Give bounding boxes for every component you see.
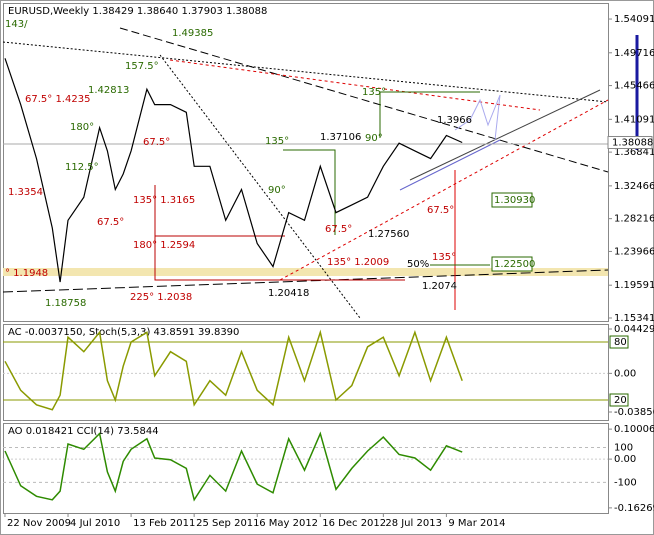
x-tick-label: 9 Mar 2014 (448, 518, 505, 529)
annotation: 90° (365, 133, 383, 144)
trendline (159, 54, 361, 319)
annotation: 50% (407, 259, 429, 270)
annotation: 1.30930 (494, 195, 535, 206)
ao-panel (3, 423, 609, 514)
annotation: 1.49385 (172, 28, 213, 39)
projection (454, 94, 501, 141)
y-tick-label: 1.23966 (614, 246, 654, 257)
y-tick-label: -0.162699 (614, 503, 654, 514)
y-tick-label: 0.00 (614, 368, 636, 379)
annotation: 112.5° (65, 162, 99, 173)
level-box (609, 393, 629, 407)
x-tick-label: 16 Dec 2012 (322, 518, 386, 529)
level-box (609, 335, 629, 349)
last-price-label: 1.38088 (612, 137, 653, 148)
annotation: 180° 1.2594 (133, 240, 195, 251)
annotation: 1.42813 (88, 85, 129, 96)
annotation: 1.22500 (494, 259, 535, 270)
y-tick-label: 1.19591 (614, 280, 654, 291)
annotation: 135° (362, 87, 386, 98)
annotation: 180° (70, 122, 94, 133)
annotation: 67.5° (325, 224, 352, 235)
y-tick-label: 1.36841 (614, 147, 654, 158)
x-tick-label: 6 May 2012 (259, 518, 318, 529)
annotation: 67.5° (143, 137, 170, 148)
annotation: 90° (268, 185, 286, 196)
y2-tick-label: 80 (614, 337, 627, 348)
trendline (279, 99, 609, 281)
y-tick-label: 1.32466 (614, 181, 654, 192)
y-tick-label: 1.28216 (614, 214, 654, 225)
ao-title: AO 0.018421 CCI(14) 73.5844 (8, 426, 159, 437)
annotation: 67.5° (97, 217, 124, 228)
annotation: 225° 1.2038 (130, 292, 192, 303)
y-tick-label: 1.54091 (614, 14, 654, 25)
gann-box (283, 149, 336, 235)
oscillator-line (4, 329, 463, 411)
y-tick-label: 0.00 (614, 454, 636, 465)
y2-tick-label: 100 (614, 443, 633, 454)
y-tick-label: 1.41091 (614, 114, 654, 125)
y-tick-label: 1.45466 (614, 81, 654, 92)
last-price-box (607, 135, 653, 149)
annotation: 135° 1.2009 (327, 257, 389, 268)
trendline (399, 139, 501, 191)
annotation: 135° 1.3165 (133, 195, 195, 206)
annotation: 1.20418 (268, 288, 309, 299)
ac-title: AC -0.0037150, Stoch(5,3,3) 43.8591 39.8… (8, 327, 239, 338)
annotation: 1.18758 (45, 298, 86, 309)
trendlines (2, 27, 639, 319)
y-tick-label: 0.100061 (614, 424, 654, 435)
x-tick-label: 13 Feb 2011 (133, 518, 195, 529)
support-zone (3, 268, 608, 276)
annotation: 1.3354 (8, 187, 43, 198)
annotation: 1.2074 (422, 281, 457, 292)
annotation: 67.5° (427, 205, 454, 216)
annotation: 1.27560 (368, 229, 409, 240)
oscillator-line (4, 431, 463, 502)
x-tick-label: 22 Nov 2009 (7, 518, 71, 529)
y2-tick-label: 20 (614, 395, 627, 406)
annotation: 135° (265, 136, 289, 147)
trendline (169, 59, 541, 111)
y-tick-label: 1.49716 (614, 48, 654, 59)
level-box (491, 256, 533, 272)
annotation: 1.37106 (320, 132, 361, 143)
x-tick-label: 25 Sep 2011 (196, 518, 259, 529)
annotation: 1.3966 (437, 115, 472, 126)
trendline (2, 269, 609, 293)
y-tick-label: -0.038569 (614, 407, 654, 418)
level-box (491, 192, 533, 208)
annotation: 67.5° 1.4235 (25, 94, 90, 105)
ac-panel (3, 324, 609, 421)
gann-box (379, 91, 480, 138)
trendline (409, 89, 601, 181)
annotation: 135° (432, 252, 456, 263)
x-tick-label: 28 Jul 2013 (385, 518, 442, 529)
gann-box (154, 185, 405, 281)
x-tick-label: 4 Jul 2010 (70, 518, 120, 529)
y-tick-label: 0.044294 (614, 324, 654, 335)
annotation: 157.5° (125, 61, 159, 72)
price-line (4, 58, 463, 283)
price-panel (3, 3, 609, 322)
trendline (2, 41, 609, 103)
y-tick-label: 1.15341 (614, 313, 654, 324)
y2-tick-label: -100 (614, 477, 637, 488)
trendline (119, 27, 609, 173)
annotation: ° 1.1948 (5, 268, 48, 279)
annotation: 143/ (5, 19, 28, 30)
price-title: EURUSD,Weekly 1.38429 1.38640 1.37903 1.… (8, 6, 267, 17)
